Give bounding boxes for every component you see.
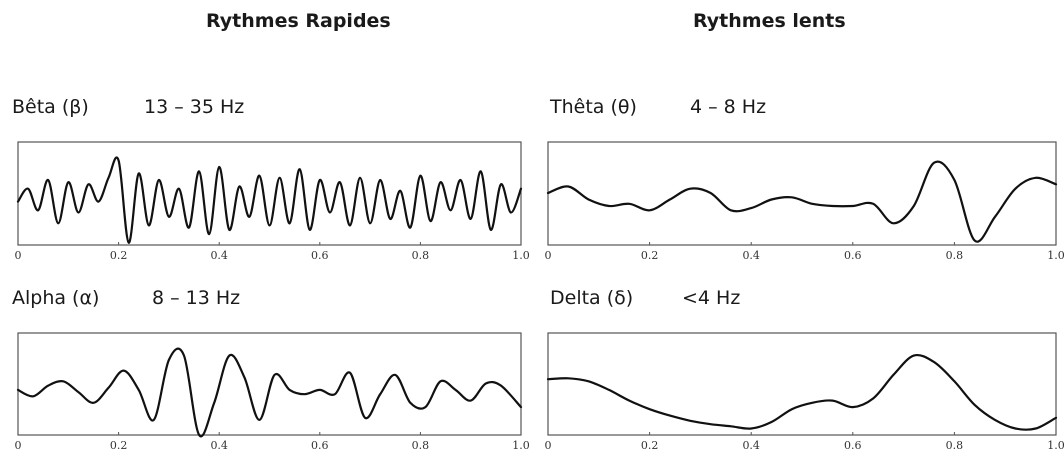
beta-x-tick-label: 0.6 (311, 249, 329, 262)
beta-x-tick-label: 0.2 (110, 249, 128, 262)
delta-x-tick-label: 0.2 (641, 439, 659, 452)
title-slow-rhythms: Rythmes lents (693, 10, 846, 32)
theta-x-tick-label: 0.2 (641, 249, 659, 262)
alpha-x-tick-label: 0.6 (311, 439, 329, 452)
delta-x-tick-label: 0.4 (742, 439, 760, 452)
alpha-band-name: Alpha (α) (12, 287, 100, 309)
beta-x-tick-label: 0.4 (210, 249, 228, 262)
theta-label: Thêta (θ) 4 – 8 Hz (550, 96, 766, 118)
alpha-x-tick-label: 0.2 (110, 439, 128, 452)
beta-plot-frame (17, 141, 522, 246)
alpha-x-tick-label: 0 (15, 439, 22, 452)
theta-band-name: Thêta (θ) (550, 96, 637, 118)
beta-band-range: 13 – 35 Hz (144, 96, 245, 118)
theta-band-range: 4 – 8 Hz (690, 96, 767, 118)
beta-wave-line (16, 156, 523, 244)
beta-band-name: Bêta (β) (12, 96, 89, 118)
alpha-label: Alpha (α) 8 – 13 Hz (12, 287, 240, 309)
beta-chart: 0 0.2 0.4 0.6 0.8 1.0 (15, 141, 530, 262)
delta-band-range: <4 Hz (682, 287, 741, 309)
delta-x-tick-label: 1.0 (1047, 439, 1064, 452)
alpha-chart: 0 0.2 0.4 0.6 0.8 1.0 (15, 332, 530, 452)
delta-chart: 0 0.2 0.4 0.6 0.8 1.0 (545, 332, 1064, 452)
theta-chart: 0 0.2 0.4 0.6 0.8 1.0 (545, 141, 1064, 262)
alpha-x-tick-label: 0.4 (210, 439, 228, 452)
theta-x-tick-label: 0 (545, 249, 552, 262)
delta-band-name: Delta (δ) (550, 287, 634, 309)
delta-label: Delta (δ) <4 Hz (550, 287, 740, 309)
alpha-band-range: 8 – 13 Hz (152, 287, 241, 309)
theta-x-tick-label: 0.6 (844, 249, 862, 262)
beta-x-tick-label: 0.8 (412, 249, 430, 262)
delta-x-tick-label: 0 (545, 439, 552, 452)
alpha-wave-line (16, 347, 523, 438)
theta-x-tick-label: 1.0 (1047, 249, 1064, 262)
delta-x-tick-label: 0.8 (946, 439, 964, 452)
beta-x-tick-label: 0 (15, 249, 22, 262)
delta-plot-frame (547, 332, 1057, 436)
alpha-plot-frame (17, 332, 522, 436)
beta-label: Bêta (β) 13 – 35 Hz (12, 96, 244, 118)
alpha-x-tick-label: 0.8 (412, 439, 430, 452)
theta-x-tick-label: 0.4 (742, 249, 760, 262)
theta-x-tick-label: 0.8 (946, 249, 964, 262)
theta-plot-frame (547, 141, 1057, 246)
delta-wave-line (546, 354, 1058, 431)
theta-wave-line (546, 160, 1058, 243)
delta-x-tick-label: 0.6 (844, 439, 862, 452)
beta-x-tick-label: 1.0 (512, 249, 530, 262)
alpha-x-tick-label: 1.0 (512, 439, 530, 452)
title-fast-rhythms: Rythmes Rapides (206, 10, 391, 32)
